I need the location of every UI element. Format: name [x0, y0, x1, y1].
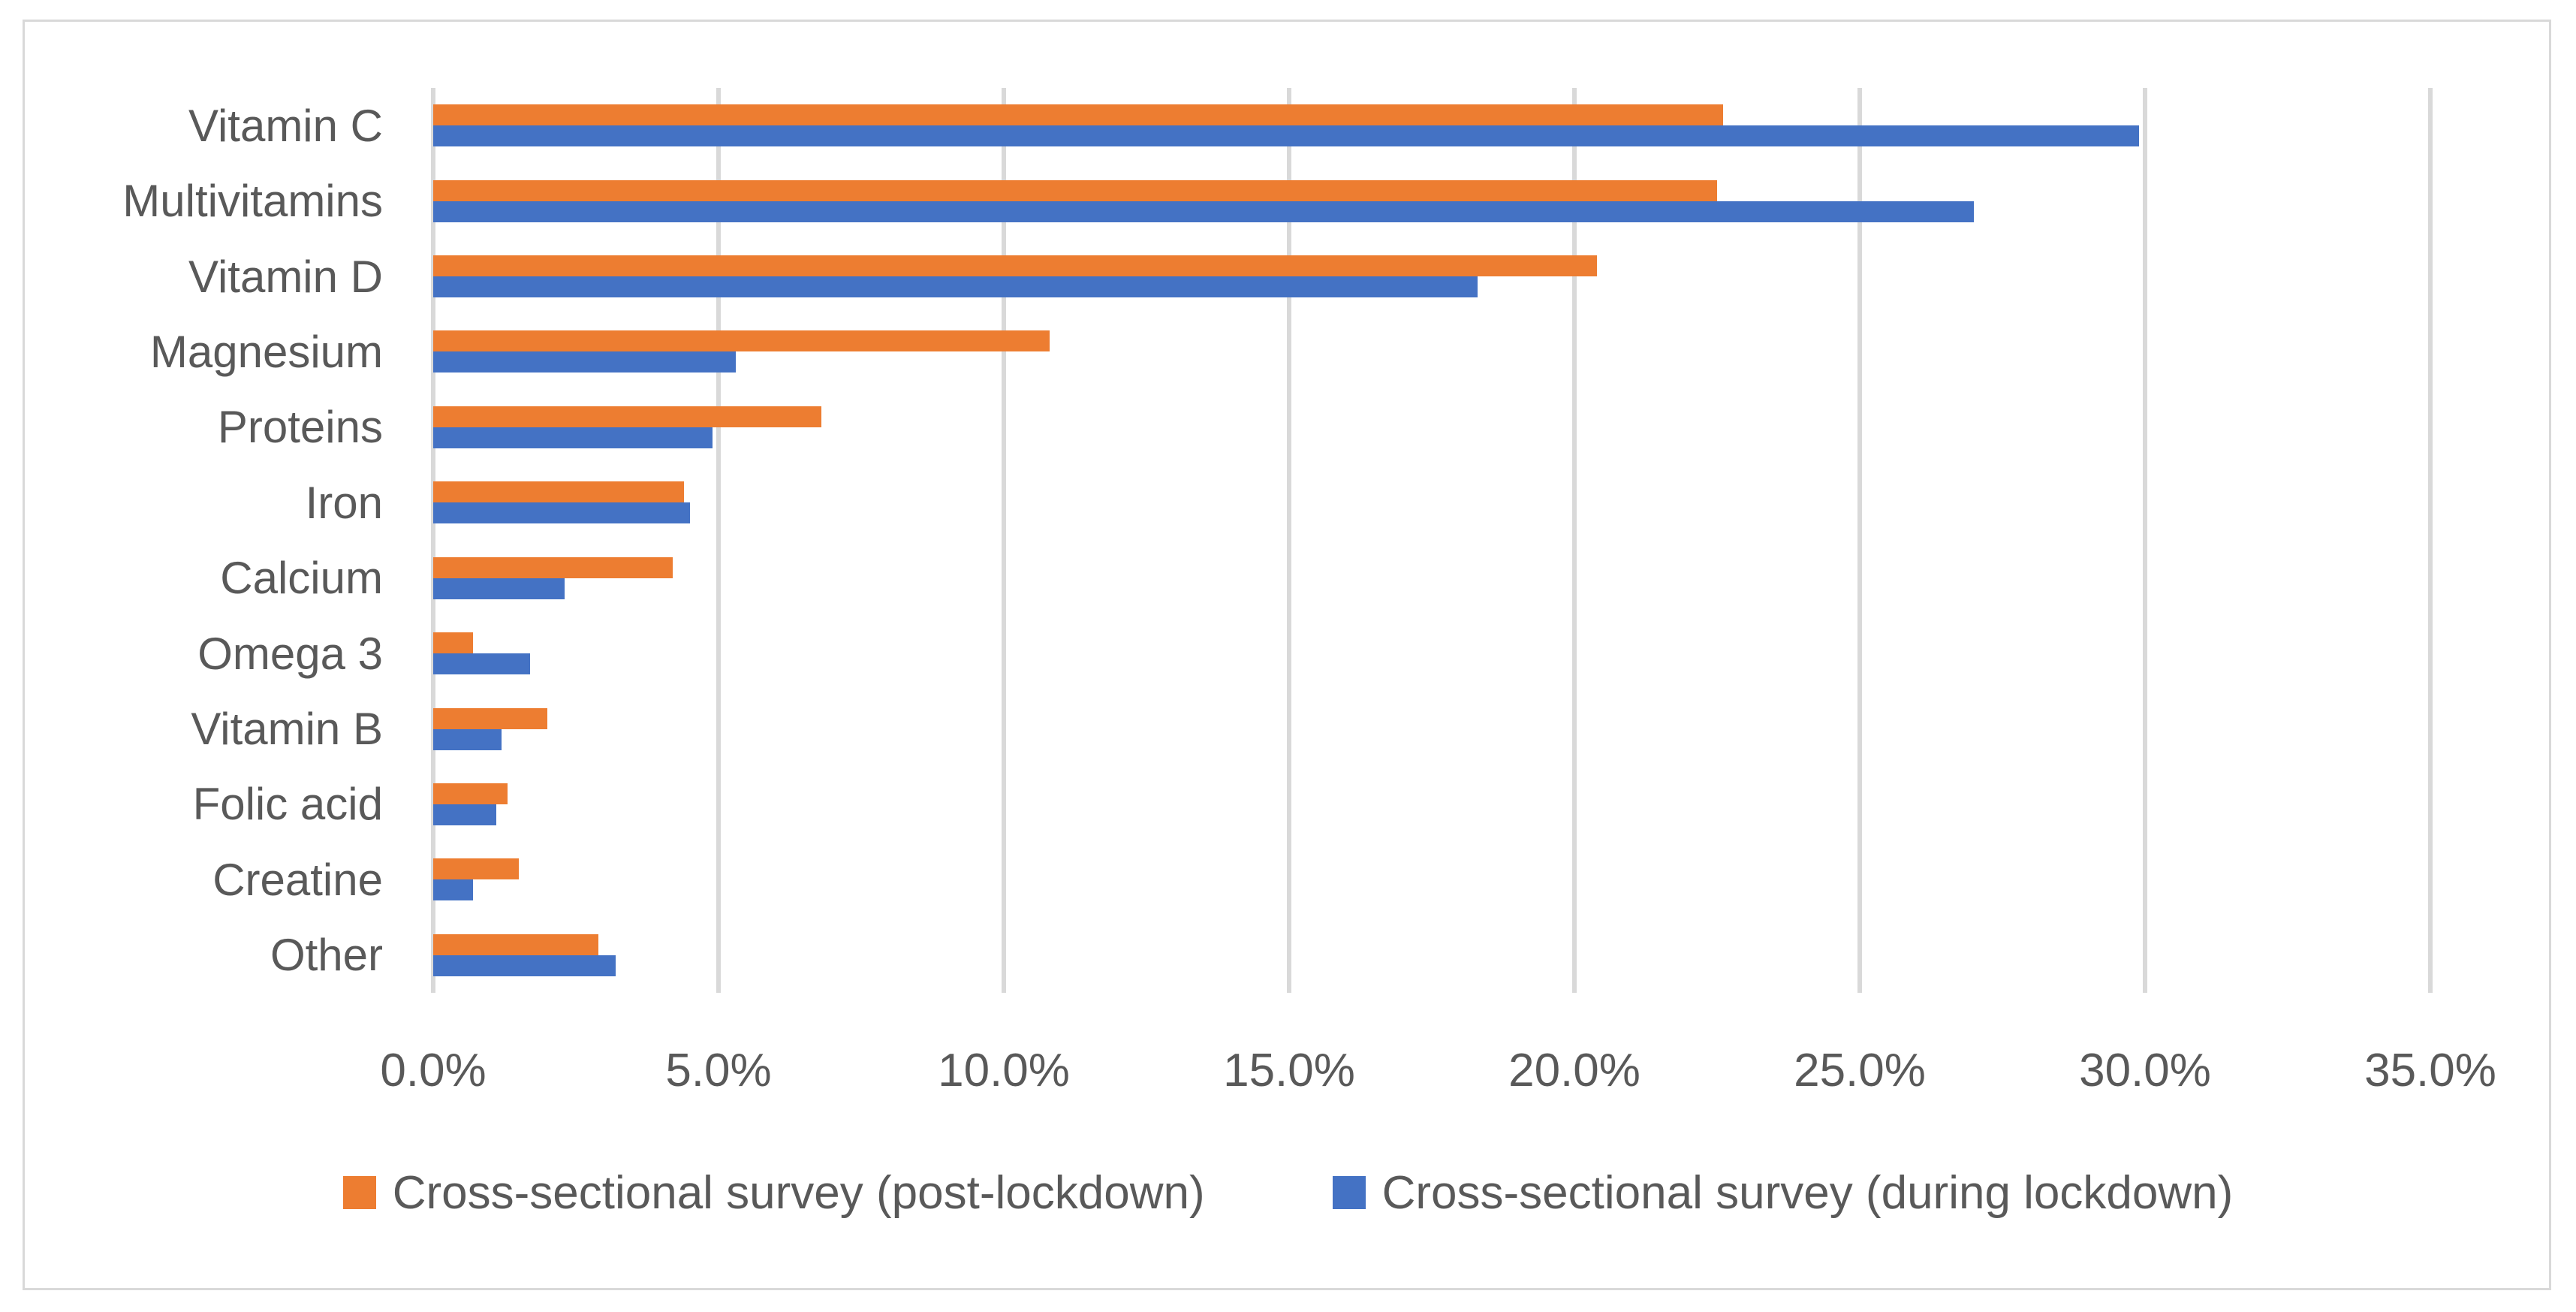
bar-during-lockdown-other: [433, 955, 616, 976]
category-label-creatine: Creatine: [212, 854, 383, 905]
bar-during-lockdown-magnesium: [433, 351, 736, 373]
x-tick-label-35.0pct: 35.0%: [2364, 1045, 2496, 1096]
bar-post-lockdown-vitamin-d: [433, 255, 1598, 277]
bar-post-lockdown-multivitamins: [433, 179, 1717, 201]
category-label-calcium: Calcium: [220, 553, 383, 604]
x-tick-label-10.0pct: 10.0%: [938, 1045, 1070, 1096]
x-tick-label-0.0pct: 0.0%: [380, 1045, 487, 1096]
bar-during-lockdown-omega-3: [433, 653, 531, 675]
gridline-5pct: [716, 88, 721, 993]
gridline-15pct: [1287, 88, 1291, 993]
gridline-0pct: [431, 88, 435, 993]
bar-during-lockdown-calcium: [433, 578, 565, 599]
category-label-magnesium: Magnesium: [149, 326, 383, 377]
bar-post-lockdown-folic-acid: [433, 783, 508, 804]
x-tick-label-30.0pct: 30.0%: [2079, 1045, 2211, 1096]
bar-post-lockdown-vitamin-c: [433, 104, 1723, 126]
legend: Cross-sectional survey (post-lockdown) Cr…: [0, 1166, 2576, 1220]
bar-during-lockdown-vitamin-d: [433, 276, 1478, 298]
legend-item-during-lockdown: Cross-sectional survey (during lockdown): [1332, 1166, 2234, 1220]
gridline-20pct: [1572, 88, 1577, 993]
bar-post-lockdown-magnesium: [433, 330, 1050, 352]
legend-swatch-post-lockdown: [342, 1176, 376, 1209]
category-label-iron: Iron: [305, 477, 383, 528]
category-label-multivitamins: Multivitamins: [122, 176, 383, 227]
bar-during-lockdown-vitamin-c: [433, 125, 2140, 147]
category-label-folic-acid: Folic acid: [192, 779, 383, 830]
plot-area: [431, 88, 2460, 993]
bar-during-lockdown-creatine: [433, 879, 474, 901]
bar-post-lockdown-omega-3: [433, 632, 474, 654]
bar-during-lockdown-folic-acid: [433, 804, 496, 825]
legend-item-post-lockdown: Cross-sectional survey (post-lockdown): [342, 1166, 1205, 1220]
value-axis: 0.0% 5.0% 10.0% 15.0% 20.0% 25.0% 30.0% 35.0%: [0, 1044, 2576, 1104]
category-axis: Vitamin C Multivitamins Vitamin D Magnesium…: [0, 88, 383, 993]
bar-during-lockdown-proteins: [433, 427, 713, 448]
bar-post-lockdown-other: [433, 933, 599, 955]
bar-during-lockdown-vitamin-b: [433, 728, 502, 750]
category-label-vitamin-b: Vitamin B: [191, 704, 383, 755]
gridline-25pct: [1857, 88, 1862, 993]
legend-label-post-lockdown: Cross-sectional survey (post-lockdown): [392, 1166, 1205, 1219]
category-label-vitamin-c: Vitamin C: [188, 100, 383, 151]
x-tick-label-25.0pct: 25.0%: [1794, 1045, 1926, 1096]
category-label-vitamin-d: Vitamin D: [188, 251, 383, 302]
bar-post-lockdown-calcium: [433, 556, 673, 578]
bar-post-lockdown-vitamin-b: [433, 707, 547, 729]
legend-swatch-during-lockdown: [1332, 1176, 1366, 1209]
bar-during-lockdown-iron: [433, 502, 690, 524]
x-tick-label-15.0pct: 15.0%: [1223, 1045, 1355, 1096]
category-label-proteins: Proteins: [217, 402, 383, 453]
bar-post-lockdown-creatine: [433, 858, 519, 880]
bar-post-lockdown-iron: [433, 481, 685, 503]
gridline-30pct: [2143, 88, 2147, 993]
x-tick-label-20.0pct: 20.0%: [1508, 1045, 1641, 1096]
gridline-35pct: [2428, 88, 2433, 993]
category-label-other: Other: [270, 930, 383, 981]
legend-label-during-lockdown: Cross-sectional survey (during lockdown): [1381, 1166, 2234, 1219]
gridline-10pct: [1002, 88, 1006, 993]
bar-post-lockdown-proteins: [433, 406, 821, 427]
bar-during-lockdown-multivitamins: [433, 201, 1974, 222]
category-label-omega-3: Omega 3: [197, 628, 383, 679]
x-tick-label-5.0pct: 5.0%: [665, 1045, 772, 1096]
